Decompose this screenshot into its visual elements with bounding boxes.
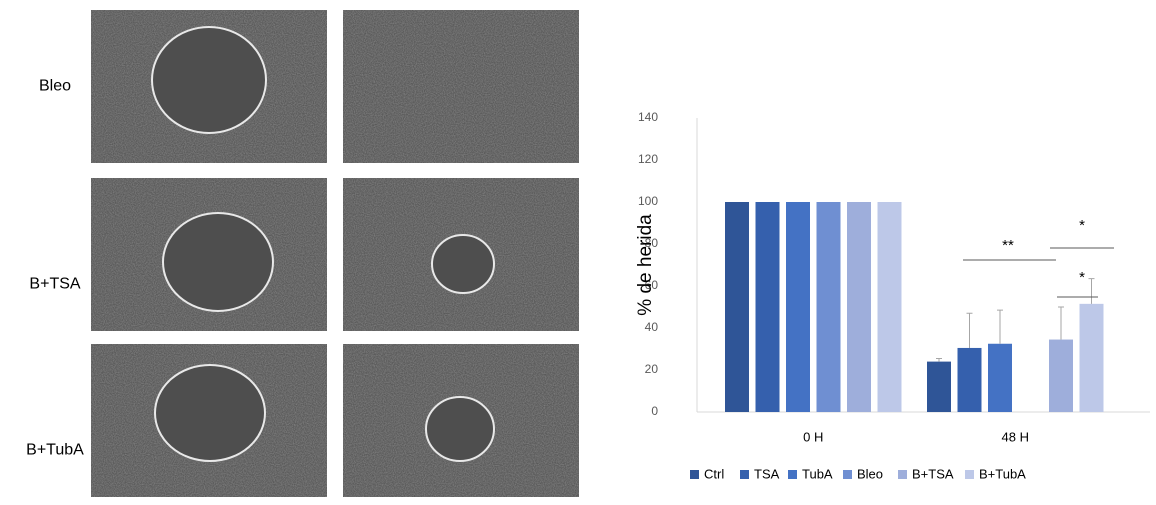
y-tick-label: 0 <box>651 404 658 418</box>
legend-swatch <box>898 470 907 479</box>
x-tick-label: 48 H <box>1002 429 1029 444</box>
row-label: Bleo <box>39 78 71 95</box>
y-tick-label: 20 <box>645 362 659 376</box>
error-bar <box>997 310 1003 344</box>
legend-label: B+TSA <box>912 466 954 481</box>
bar <box>958 348 982 412</box>
legend-label: Ctrl <box>704 466 724 481</box>
bar <box>1080 304 1104 412</box>
significance-label: ** <box>1002 237 1014 254</box>
bar <box>847 202 871 412</box>
y-tick-label: 40 <box>645 320 659 334</box>
bar <box>817 202 841 412</box>
legend-label: B+TubA <box>979 466 1026 481</box>
legend-swatch <box>690 470 699 479</box>
bar <box>927 362 951 412</box>
image-panel: Bleo B+TSA B+TubA <box>26 10 579 497</box>
row-label: B+TSA <box>29 276 80 293</box>
bar <box>1049 340 1073 412</box>
micrograph-texture <box>343 10 579 163</box>
x-tick-label: 0 H <box>803 429 823 444</box>
legend-swatch <box>965 470 974 479</box>
legend-swatch <box>740 470 749 479</box>
error-bar <box>936 358 942 361</box>
y-axis-title: % de herida <box>635 214 656 316</box>
legend-label: TubA <box>802 466 833 481</box>
row-label: B+TubA <box>26 442 84 459</box>
bar <box>725 202 749 412</box>
legend-swatch <box>843 470 852 479</box>
error-bar <box>967 313 973 348</box>
bar <box>878 202 902 412</box>
legend-swatch <box>788 470 797 479</box>
bar <box>756 202 780 412</box>
error-bar <box>1089 279 1095 304</box>
figure: BleoB+TSAB+TubA 020406080100120140% de h… <box>0 0 1156 500</box>
legend-label: Bleo <box>857 466 883 481</box>
error-bar <box>1058 307 1064 340</box>
significance-label: * <box>1079 217 1085 234</box>
legend-label: TSA <box>754 466 780 481</box>
y-tick-label: 120 <box>638 152 658 166</box>
y-tick-label: 140 <box>638 110 658 124</box>
y-tick-label: 100 <box>638 194 658 208</box>
bar <box>988 344 1012 412</box>
bar <box>786 202 810 412</box>
significance-label: * <box>1079 269 1085 286</box>
